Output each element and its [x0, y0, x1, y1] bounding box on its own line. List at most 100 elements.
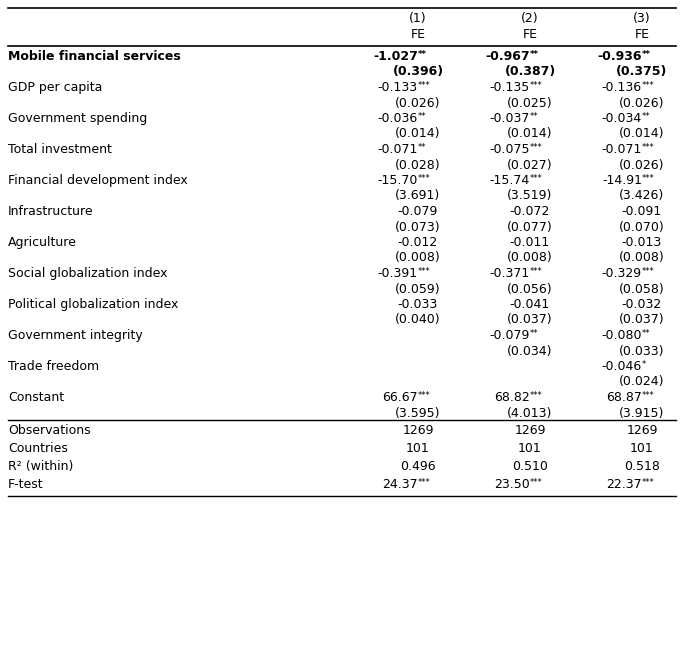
Text: (3.519): (3.519) — [508, 189, 553, 203]
Text: -0.136: -0.136 — [602, 81, 642, 94]
Text: 0.518: 0.518 — [624, 460, 660, 473]
Text: Trade freedom: Trade freedom — [8, 360, 99, 373]
Text: Observations: Observations — [8, 424, 90, 437]
Text: 101: 101 — [406, 442, 430, 455]
Text: **: ** — [418, 112, 427, 121]
Text: ***: *** — [418, 174, 431, 183]
Text: (0.058): (0.058) — [619, 283, 665, 295]
Text: (4.013): (4.013) — [508, 406, 553, 420]
Text: **: ** — [418, 50, 427, 59]
Text: (0.026): (0.026) — [619, 97, 665, 109]
Text: (0.396): (0.396) — [393, 66, 443, 79]
Text: (0.027): (0.027) — [508, 158, 553, 171]
Text: **: ** — [642, 329, 650, 338]
Text: FE: FE — [410, 28, 425, 41]
Text: Total investment: Total investment — [8, 143, 112, 156]
Text: (0.008): (0.008) — [395, 252, 441, 265]
Text: (3): (3) — [633, 12, 650, 25]
Text: -0.036: -0.036 — [378, 112, 418, 125]
Text: ***: *** — [418, 391, 431, 400]
Text: (0.073): (0.073) — [395, 220, 440, 234]
Text: -0.011: -0.011 — [510, 236, 550, 249]
Text: 0.510: 0.510 — [512, 460, 548, 473]
Text: ***: *** — [418, 81, 431, 90]
Text: ***: *** — [530, 391, 542, 400]
Text: -0.080: -0.080 — [601, 329, 642, 342]
Text: -0.133: -0.133 — [378, 81, 418, 94]
Text: Financial development index: Financial development index — [8, 174, 187, 187]
Text: (0.026): (0.026) — [395, 97, 440, 109]
Text: ***: *** — [530, 174, 542, 183]
Text: -0.391: -0.391 — [378, 267, 418, 280]
Text: -0.967: -0.967 — [486, 50, 530, 63]
Text: 1269: 1269 — [627, 424, 658, 437]
Text: **: ** — [530, 112, 538, 121]
Text: -0.071: -0.071 — [378, 143, 418, 156]
Text: (0.028): (0.028) — [395, 158, 440, 171]
Text: 24.37: 24.37 — [382, 478, 418, 491]
Text: Countries: Countries — [8, 442, 68, 455]
Text: (0.040): (0.040) — [395, 314, 440, 326]
Text: (0.014): (0.014) — [395, 128, 440, 140]
Text: ***: *** — [642, 143, 655, 152]
Text: -0.034: -0.034 — [602, 112, 642, 125]
Text: ***: *** — [642, 478, 655, 487]
Text: -0.012: -0.012 — [398, 236, 438, 249]
Text: ***: *** — [530, 81, 542, 90]
Text: -0.936: -0.936 — [598, 50, 642, 63]
Text: FE: FE — [635, 28, 650, 41]
Text: (0.056): (0.056) — [508, 283, 553, 295]
Text: (0.375): (0.375) — [616, 66, 668, 79]
Text: ***: *** — [530, 143, 542, 152]
Text: -0.037: -0.037 — [490, 112, 530, 125]
Text: -0.071: -0.071 — [602, 143, 642, 156]
Text: R² (within): R² (within) — [8, 460, 73, 473]
Text: 23.50: 23.50 — [495, 478, 530, 491]
Text: -0.079: -0.079 — [398, 205, 438, 218]
Text: (0.008): (0.008) — [619, 252, 665, 265]
Text: (0.037): (0.037) — [508, 314, 553, 326]
Text: **: ** — [418, 143, 427, 152]
Text: (0.014): (0.014) — [619, 128, 665, 140]
Text: Social globalization index: Social globalization index — [8, 267, 168, 280]
Text: Government spending: Government spending — [8, 112, 147, 125]
Text: 0.496: 0.496 — [400, 460, 436, 473]
Text: FE: FE — [523, 28, 538, 41]
Text: **: ** — [530, 50, 539, 59]
Text: 101: 101 — [630, 442, 654, 455]
Text: Agriculture: Agriculture — [8, 236, 77, 249]
Text: Mobile financial services: Mobile financial services — [8, 50, 181, 63]
Text: (0.070): (0.070) — [619, 220, 665, 234]
Text: F-test: F-test — [8, 478, 44, 491]
Text: (3.426): (3.426) — [620, 189, 665, 203]
Text: (0.025): (0.025) — [508, 97, 553, 109]
Text: (1): (1) — [409, 12, 427, 25]
Text: Constant: Constant — [8, 391, 64, 404]
Text: ***: *** — [642, 174, 655, 183]
Text: ***: *** — [530, 267, 542, 276]
Text: ***: *** — [642, 81, 655, 90]
Text: 68.87: 68.87 — [606, 391, 642, 404]
Text: -0.013: -0.013 — [622, 236, 662, 249]
Text: **: ** — [642, 112, 650, 121]
Text: **: ** — [530, 329, 538, 338]
Text: -14.91: -14.91 — [602, 174, 642, 187]
Text: (0.059): (0.059) — [395, 283, 440, 295]
Text: ***: *** — [418, 267, 431, 276]
Text: (0.037): (0.037) — [619, 314, 665, 326]
Text: (0.033): (0.033) — [619, 344, 665, 357]
Text: -1.027: -1.027 — [373, 50, 418, 63]
Text: (2): (2) — [521, 12, 539, 25]
Text: **: ** — [642, 50, 651, 59]
Text: -0.072: -0.072 — [510, 205, 550, 218]
Text: -15.70: -15.70 — [378, 174, 418, 187]
Text: Political globalization index: Political globalization index — [8, 298, 179, 311]
Text: -0.033: -0.033 — [398, 298, 438, 311]
Text: (0.077): (0.077) — [507, 220, 553, 234]
Text: *: * — [642, 360, 646, 369]
Text: -0.079: -0.079 — [490, 329, 530, 342]
Text: Government integrity: Government integrity — [8, 329, 143, 342]
Text: -0.041: -0.041 — [510, 298, 550, 311]
Text: (0.026): (0.026) — [619, 158, 665, 171]
Text: -0.046: -0.046 — [602, 360, 642, 373]
